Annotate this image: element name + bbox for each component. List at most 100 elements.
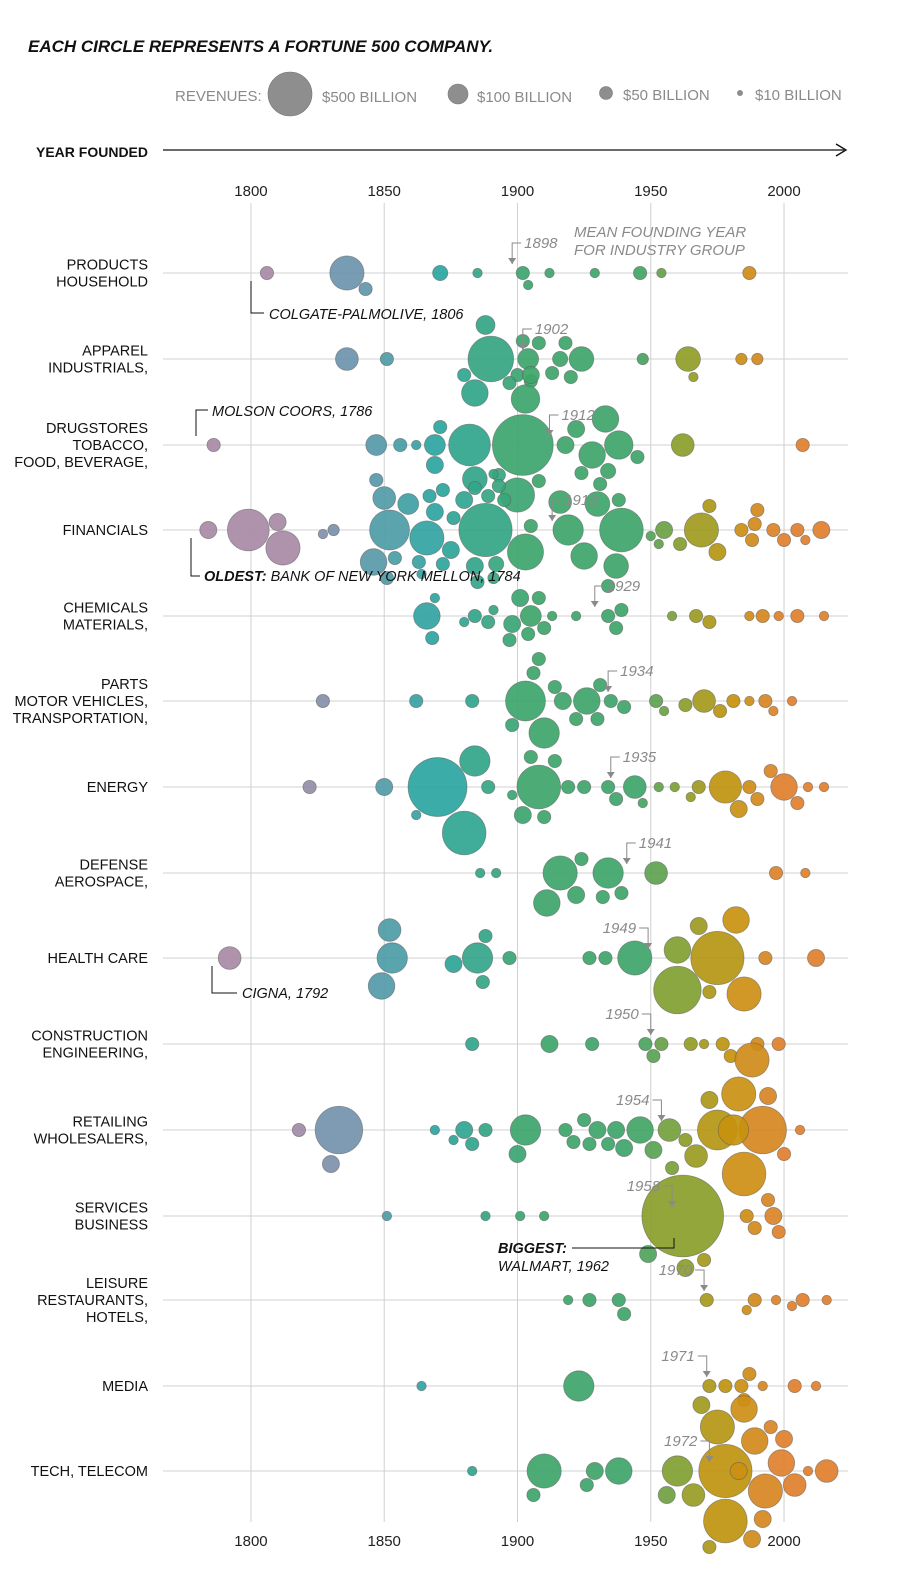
- mean-arrowhead: [668, 1201, 677, 1207]
- company-bubble: [411, 554, 426, 570]
- company-bubble: [807, 949, 825, 967]
- company-bubble: [637, 797, 648, 809]
- company-bubble: [802, 781, 814, 793]
- company-bubble: [676, 1259, 695, 1277]
- company-bubble: [552, 350, 569, 367]
- annotation-walmart-bold: BIGGEST:: [498, 1241, 567, 1257]
- company-bubble: [441, 541, 460, 559]
- mean-note-line2: FOR INDUSTRY GROUP: [574, 242, 745, 259]
- company-bubble: [699, 1292, 714, 1308]
- company-bubble: [678, 697, 693, 713]
- company-bubble: [588, 1121, 607, 1139]
- x-ticks-bottom: 1800 1850 1900 1950 2000: [234, 1533, 800, 1550]
- company-bubble: [617, 940, 653, 976]
- company-bubble: [582, 1136, 597, 1152]
- company-bubble: [425, 630, 440, 646]
- company-bubble: [425, 503, 444, 521]
- svg-text:COLGATE-PALMOLIVE, 1806: COLGATE-PALMOLIVE, 1806: [269, 307, 464, 323]
- company-bubble: [577, 1112, 592, 1128]
- annotation-cigna-text: CIGNA, 1792: [242, 986, 328, 1002]
- company-bubble: [744, 532, 760, 548]
- company-bubble: [577, 779, 592, 795]
- company-bubble: [726, 976, 762, 1012]
- category-label: HOUSEHOLD: [56, 275, 148, 291]
- company-bubble: [753, 1510, 772, 1528]
- company-bubble: [467, 480, 482, 496]
- annotation-molson-text: MOLSON COORS, 1786: [212, 404, 373, 420]
- company-bubble: [561, 779, 576, 795]
- company-bubble: [465, 693, 480, 709]
- company-bubble: [519, 605, 542, 627]
- company-bubble: [467, 335, 515, 383]
- company-bubble: [670, 433, 695, 457]
- company-bubble: [435, 482, 450, 498]
- company-bubble: [591, 405, 620, 433]
- company-bubble: [488, 604, 499, 616]
- company-bubble: [690, 931, 745, 986]
- company-bubble: [515, 1210, 526, 1222]
- company-bubble: [441, 810, 487, 856]
- company-bubble: [722, 906, 750, 934]
- category-label: INDUSTRIALS,: [48, 361, 148, 377]
- company-bubble: [611, 492, 626, 508]
- legend-label-100: $100 BILLION: [477, 89, 572, 106]
- mean-marker: 1954: [616, 1092, 666, 1121]
- svg-text:CIGNA, 1792: CIGNA, 1792: [242, 986, 328, 1002]
- legend-circle-500: [267, 71, 313, 117]
- company-bubble: [661, 1455, 694, 1487]
- company-bubble: [472, 267, 483, 279]
- company-bubble: [584, 491, 611, 517]
- company-bubble: [375, 778, 394, 796]
- legend-circle-50: [599, 86, 613, 100]
- company-bubble: [429, 592, 441, 604]
- company-bubble: [646, 1048, 661, 1064]
- company-bubble: [770, 773, 798, 801]
- company-bubble: [773, 610, 784, 622]
- company-bubble: [523, 279, 534, 291]
- x-tick-top-2000: 2000: [767, 183, 800, 200]
- mean-arrowhead: [604, 686, 613, 692]
- company-bubble: [511, 589, 530, 607]
- company-bubble: [790, 522, 805, 538]
- company-bubble: [503, 615, 522, 633]
- company-bubble: [747, 1292, 762, 1308]
- company-bubble: [609, 620, 624, 636]
- company-bubble: [481, 614, 496, 630]
- company-bubble: [480, 1210, 491, 1222]
- svg-text:BIGGEST:: BIGGEST:: [498, 1241, 567, 1257]
- company-bubble: [369, 509, 410, 551]
- mean-marker: 1934: [604, 663, 653, 692]
- company-bubble: [786, 695, 798, 707]
- company-bubble: [552, 514, 584, 546]
- category-label: PARTS: [101, 677, 148, 693]
- company-bubble: [416, 568, 427, 580]
- mean-arrowhead: [590, 601, 599, 607]
- company-bubble: [657, 1486, 676, 1504]
- company-bubble: [497, 492, 512, 508]
- company-bubble: [475, 974, 490, 990]
- company-bubble: [579, 1477, 594, 1493]
- company-bubble: [702, 614, 717, 630]
- svg-text:WALMART, 1962: WALMART, 1962: [498, 1259, 609, 1275]
- company-bubble: [553, 692, 572, 710]
- category-label: ENGINEERING,: [42, 1046, 148, 1062]
- company-bubble: [794, 1124, 806, 1136]
- company-bubble: [675, 346, 701, 372]
- company-bubble: [703, 1498, 748, 1544]
- x-axis-arrowhead: [835, 143, 848, 157]
- company-bubble: [743, 1530, 761, 1548]
- company-bubble: [747, 1473, 783, 1509]
- category-label: CONSTRUCTION: [31, 1029, 148, 1045]
- company-bubble: [367, 972, 396, 1000]
- mean-year-label: 1929: [607, 578, 641, 595]
- company-bubble: [747, 516, 762, 532]
- company-bubble: [582, 950, 597, 966]
- company-bubble: [638, 1036, 653, 1052]
- company-bubble: [656, 267, 667, 279]
- company-bubble: [598, 950, 613, 966]
- company-bubble: [491, 867, 502, 879]
- mean-marker: 1949: [603, 920, 653, 949]
- company-bubble: [566, 1134, 581, 1150]
- mean-arrowhead: [508, 258, 517, 264]
- company-bubble: [790, 608, 805, 624]
